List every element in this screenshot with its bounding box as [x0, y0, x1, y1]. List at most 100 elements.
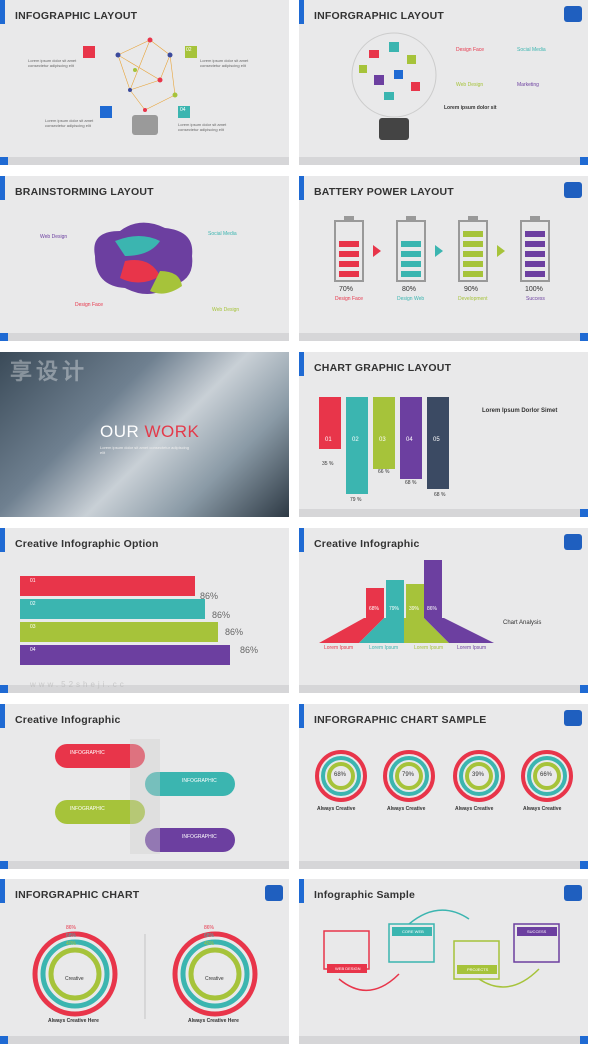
battery-level-bar	[463, 271, 483, 277]
slide-brainstorming-layout[interactable]: BRAINSTORMING LAYOUT Web Design Social M…	[0, 176, 289, 341]
slide-infographic-layout[interactable]: INFOGRAPHIC LAYOUT 02 04 Lorem ipsum dol…	[0, 0, 289, 165]
prev-arrow-icon[interactable]	[0, 157, 8, 165]
slide-infographic-sample[interactable]: Infographic Sample WEB DESIGN CORE WEB P…	[299, 879, 588, 1044]
item-design-face: Design Face	[75, 302, 104, 308]
bar-num-3: 03	[379, 437, 386, 443]
battery-cap	[344, 216, 354, 221]
slide-title: Infographic Sample	[314, 889, 416, 901]
row-pct-1: 86%	[200, 591, 219, 601]
watermark-site: www.52sheji.cc	[30, 680, 127, 689]
bar-pct-5: 68 %	[434, 492, 446, 498]
slide-title: INFORGRAPHIC LAYOUT	[314, 10, 444, 22]
ring-pct-2: 79%	[402, 772, 415, 778]
next-arrow-icon[interactable]	[580, 333, 588, 341]
next-arrow-icon[interactable]	[580, 861, 588, 869]
step-4: INFOGRAPHIC	[182, 834, 217, 840]
next-arrow-icon[interactable]	[580, 685, 588, 693]
next-arrow-icon[interactable]	[580, 1036, 588, 1044]
title-accent	[299, 176, 304, 200]
left-pct-3: 40%	[66, 941, 77, 947]
battery-label-1: Design Face	[335, 296, 364, 302]
prev-arrow-icon[interactable]	[0, 685, 8, 693]
battery-label-3: Development	[458, 296, 488, 302]
box-projects: PROJECTS	[467, 967, 489, 972]
battery-body	[458, 220, 488, 282]
title-accent	[0, 176, 5, 200]
slide-title: INFORGRAPHIC CHART	[15, 889, 140, 901]
battery-label-2: Design Web	[397, 296, 425, 302]
ring-pct-3: 39%	[472, 772, 485, 778]
slide-title: Creative Infographic	[314, 538, 420, 550]
step-1: INFOGRAPHIC	[70, 750, 105, 756]
our-work-title: OUR WORK	[100, 422, 200, 441]
battery-level-bar	[463, 251, 483, 257]
title-accent	[299, 0, 304, 24]
item-web-design-1: Web Design	[40, 234, 68, 240]
slide-title: Creative Infographic Option	[15, 538, 159, 550]
battery-level-bar	[401, 251, 421, 257]
bar-pct-4: 68 %	[405, 480, 417, 486]
slide-inforgraphic-layout[interactable]: INFORGRAPHIC LAYOUT Design Face Social M…	[299, 0, 588, 165]
slide-creative-infographic[interactable]: Creative Infographic 68% 79% 39% 86% Lor…	[299, 528, 588, 693]
title-accent	[0, 704, 5, 728]
item-web-design: Web Design	[456, 82, 484, 88]
text-right-top: Lorem ipsum dolor sit amet consectetur a…	[200, 58, 249, 68]
prev-arrow-icon[interactable]	[0, 1036, 8, 1044]
watermark-brand: 享设计	[10, 359, 89, 384]
right-caption: Always Creative Here	[188, 1018, 239, 1024]
slide-creative-infographic-option[interactable]: Creative Infographic Option 01 02 03 04 …	[0, 528, 289, 693]
slide-our-work[interactable]: OUR WORK Lorem ipsum dolor sit amet cons…	[0, 352, 289, 517]
ring-label-1: Always Creative	[317, 806, 356, 812]
bar-num-2: 02	[352, 437, 359, 443]
item-marketing: Marketing	[517, 82, 539, 88]
slide-inforgraphic-chart[interactable]: INFORGRAPHIC CHART Creative Creative Alw…	[0, 879, 289, 1044]
row-pct-2: 86%	[212, 610, 231, 620]
box-core-web: CORE WEB	[402, 929, 424, 934]
slide-footer	[0, 333, 289, 341]
right-pct-3: 40%	[204, 941, 215, 947]
battery-level-bar	[525, 261, 545, 267]
stacked-ribbons	[20, 576, 230, 665]
lorem-2: Lorem Ipsum	[369, 645, 399, 651]
row-pct-3: 86%	[225, 627, 244, 637]
title-accent	[299, 528, 304, 552]
battery-level-bar	[525, 231, 545, 237]
battery-level-bar	[525, 271, 545, 277]
slide-inforgraphic-chart-sample[interactable]: INFORGRAPHIC CHART SAMPLE 68% 79% 39% 66…	[299, 704, 588, 869]
battery-level-bar	[463, 261, 483, 267]
label-04: 04	[180, 107, 186, 113]
row-num-1: 01	[30, 578, 36, 584]
left-pct-2: 68%	[66, 933, 77, 939]
left-pct-1: 86%	[66, 925, 77, 931]
ring-pct-1: 68%	[334, 772, 347, 778]
prev-arrow-icon[interactable]	[0, 333, 8, 341]
slide-footer	[0, 157, 289, 165]
brain-graphic	[94, 222, 193, 295]
slide-footer	[299, 1036, 588, 1044]
podium-bars	[319, 560, 494, 643]
battery-chart	[334, 216, 550, 282]
company-logo	[564, 182, 582, 198]
slide-battery-power-layout[interactable]: BATTERY POWER LAYOUT 70% 80% 90% 100% De…	[299, 176, 588, 341]
slide-title: INFOGRAPHIC LAYOUT	[15, 10, 138, 22]
step-3: INFOGRAPHIC	[70, 806, 105, 812]
company-logo	[564, 534, 582, 550]
bulb-network-graphic	[83, 37, 197, 135]
slide-creative-infographic-steps[interactable]: Creative Infographic INFOGRAPHIC INFOGRA…	[0, 704, 289, 869]
next-arrow-icon[interactable]	[580, 509, 588, 517]
bar-pct-1: 35 %	[322, 461, 334, 467]
slide-footer	[299, 333, 588, 341]
slide-chart-graphic-layout[interactable]: CHART GRAPHIC LAYOUT 01 02 03 04 05 35 %…	[299, 352, 588, 517]
prev-arrow-icon[interactable]	[0, 861, 8, 869]
ring-label-3: Always Creative	[455, 806, 494, 812]
slide-footer	[0, 861, 289, 869]
heading: Lorem ipsum dolor sit	[444, 105, 497, 111]
text-left-bottom: Lorem ipsum dolor sit amet consectetur a…	[45, 118, 94, 128]
row-pct-4: 86%	[240, 645, 259, 655]
label-02: 02	[186, 47, 192, 53]
next-arrow-icon[interactable]	[580, 157, 588, 165]
left-center-label: Creative	[65, 976, 84, 982]
row-num-3: 03	[30, 624, 36, 630]
battery-body	[396, 220, 426, 282]
company-logo	[564, 885, 582, 901]
